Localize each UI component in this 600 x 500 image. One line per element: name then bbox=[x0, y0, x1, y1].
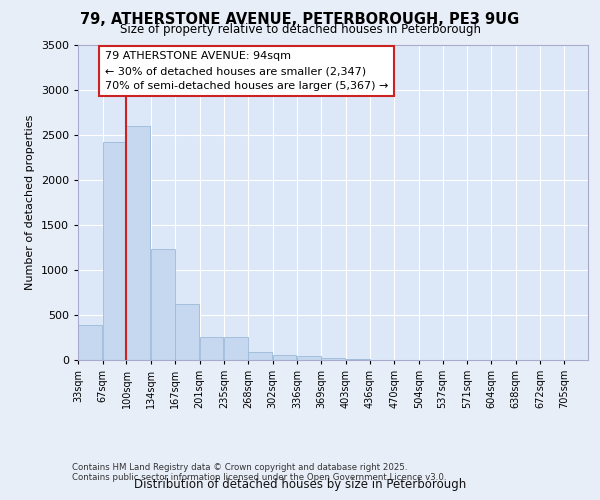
Bar bbox=[151, 250, 175, 360]
Text: 79 ATHERSTONE AVENUE: 94sqm
← 30% of detached houses are smaller (2,347)
70% of : 79 ATHERSTONE AVENUE: 94sqm ← 30% of det… bbox=[105, 52, 388, 91]
Text: Size of property relative to detached houses in Peterborough: Size of property relative to detached ho… bbox=[119, 24, 481, 36]
Bar bbox=[200, 336, 223, 360]
Bar bbox=[321, 358, 345, 360]
Bar bbox=[272, 355, 296, 360]
Text: Contains public sector information licensed under the Open Government Licence v3: Contains public sector information licen… bbox=[72, 474, 446, 482]
Text: 79, ATHERSTONE AVENUE, PETERBOROUGH, PE3 9UG: 79, ATHERSTONE AVENUE, PETERBOROUGH, PE3… bbox=[80, 12, 520, 28]
Text: Contains HM Land Registry data © Crown copyright and database right 2025.: Contains HM Land Registry data © Crown c… bbox=[72, 464, 407, 472]
Bar bbox=[248, 352, 272, 360]
Bar bbox=[127, 126, 151, 360]
Bar bbox=[224, 336, 248, 360]
Bar bbox=[175, 304, 199, 360]
Y-axis label: Number of detached properties: Number of detached properties bbox=[25, 115, 35, 290]
Bar bbox=[103, 142, 127, 360]
Bar bbox=[297, 356, 321, 360]
Text: Distribution of detached houses by size in Peterborough: Distribution of detached houses by size … bbox=[134, 478, 466, 491]
Bar bbox=[78, 325, 102, 360]
